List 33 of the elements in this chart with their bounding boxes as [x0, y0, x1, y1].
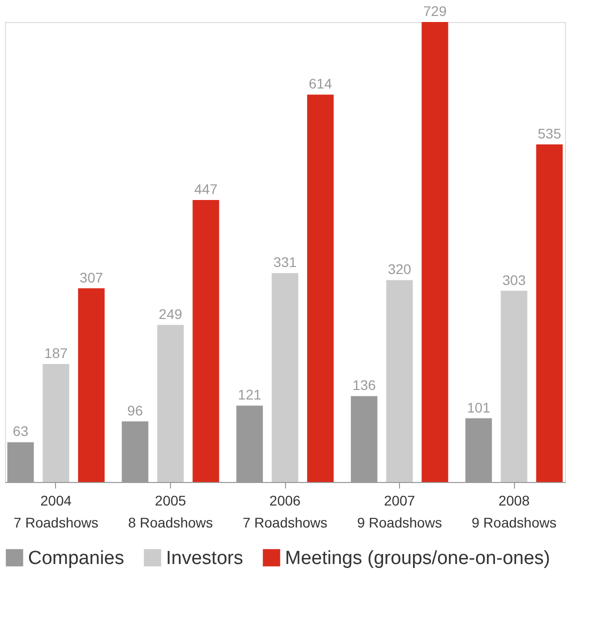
legend-label: Meetings (groups/one-on-ones) — [285, 548, 550, 569]
bar — [42, 364, 70, 482]
data-label: 614 — [308, 76, 332, 92]
data-label: 63 — [12, 423, 29, 440]
x-tick-label: 2007 9 Roadshows — [357, 492, 442, 530]
data-label: 121 — [238, 386, 262, 403]
data-label: 101 — [466, 399, 491, 416]
data-label: 535 — [538, 125, 562, 142]
data-label: 96 — [127, 402, 144, 418]
legend-label: Investors — [166, 548, 244, 569]
bar — [307, 94, 334, 482]
legend-label: Companies — [28, 548, 124, 569]
x-tick-label: 2006 7 Roadshows — [242, 492, 328, 530]
data-label: 187 — [44, 345, 68, 362]
bar — [157, 324, 184, 482]
data-label: 331 — [273, 254, 297, 270]
x-tick-label: 2008 9 Roadshows — [472, 492, 556, 530]
data-label: 307 — [80, 269, 104, 286]
data-label: 249 — [158, 306, 182, 322]
x-tick-label: 2005 8 Roadshows — [128, 492, 213, 530]
bar — [386, 280, 413, 482]
bar — [422, 22, 448, 482]
data-label: 303 — [502, 272, 526, 288]
bar — [500, 290, 528, 482]
x-tick-label: 2004 7 Roadshows — [14, 492, 98, 530]
data-label: 447 — [194, 180, 218, 197]
bar — [192, 200, 220, 482]
bar — [536, 144, 563, 482]
data-label: 729 — [423, 3, 447, 19]
data-label: 320 — [388, 261, 412, 278]
data-label: 136 — [352, 377, 376, 394]
bar — [78, 288, 105, 482]
bar — [272, 273, 298, 482]
